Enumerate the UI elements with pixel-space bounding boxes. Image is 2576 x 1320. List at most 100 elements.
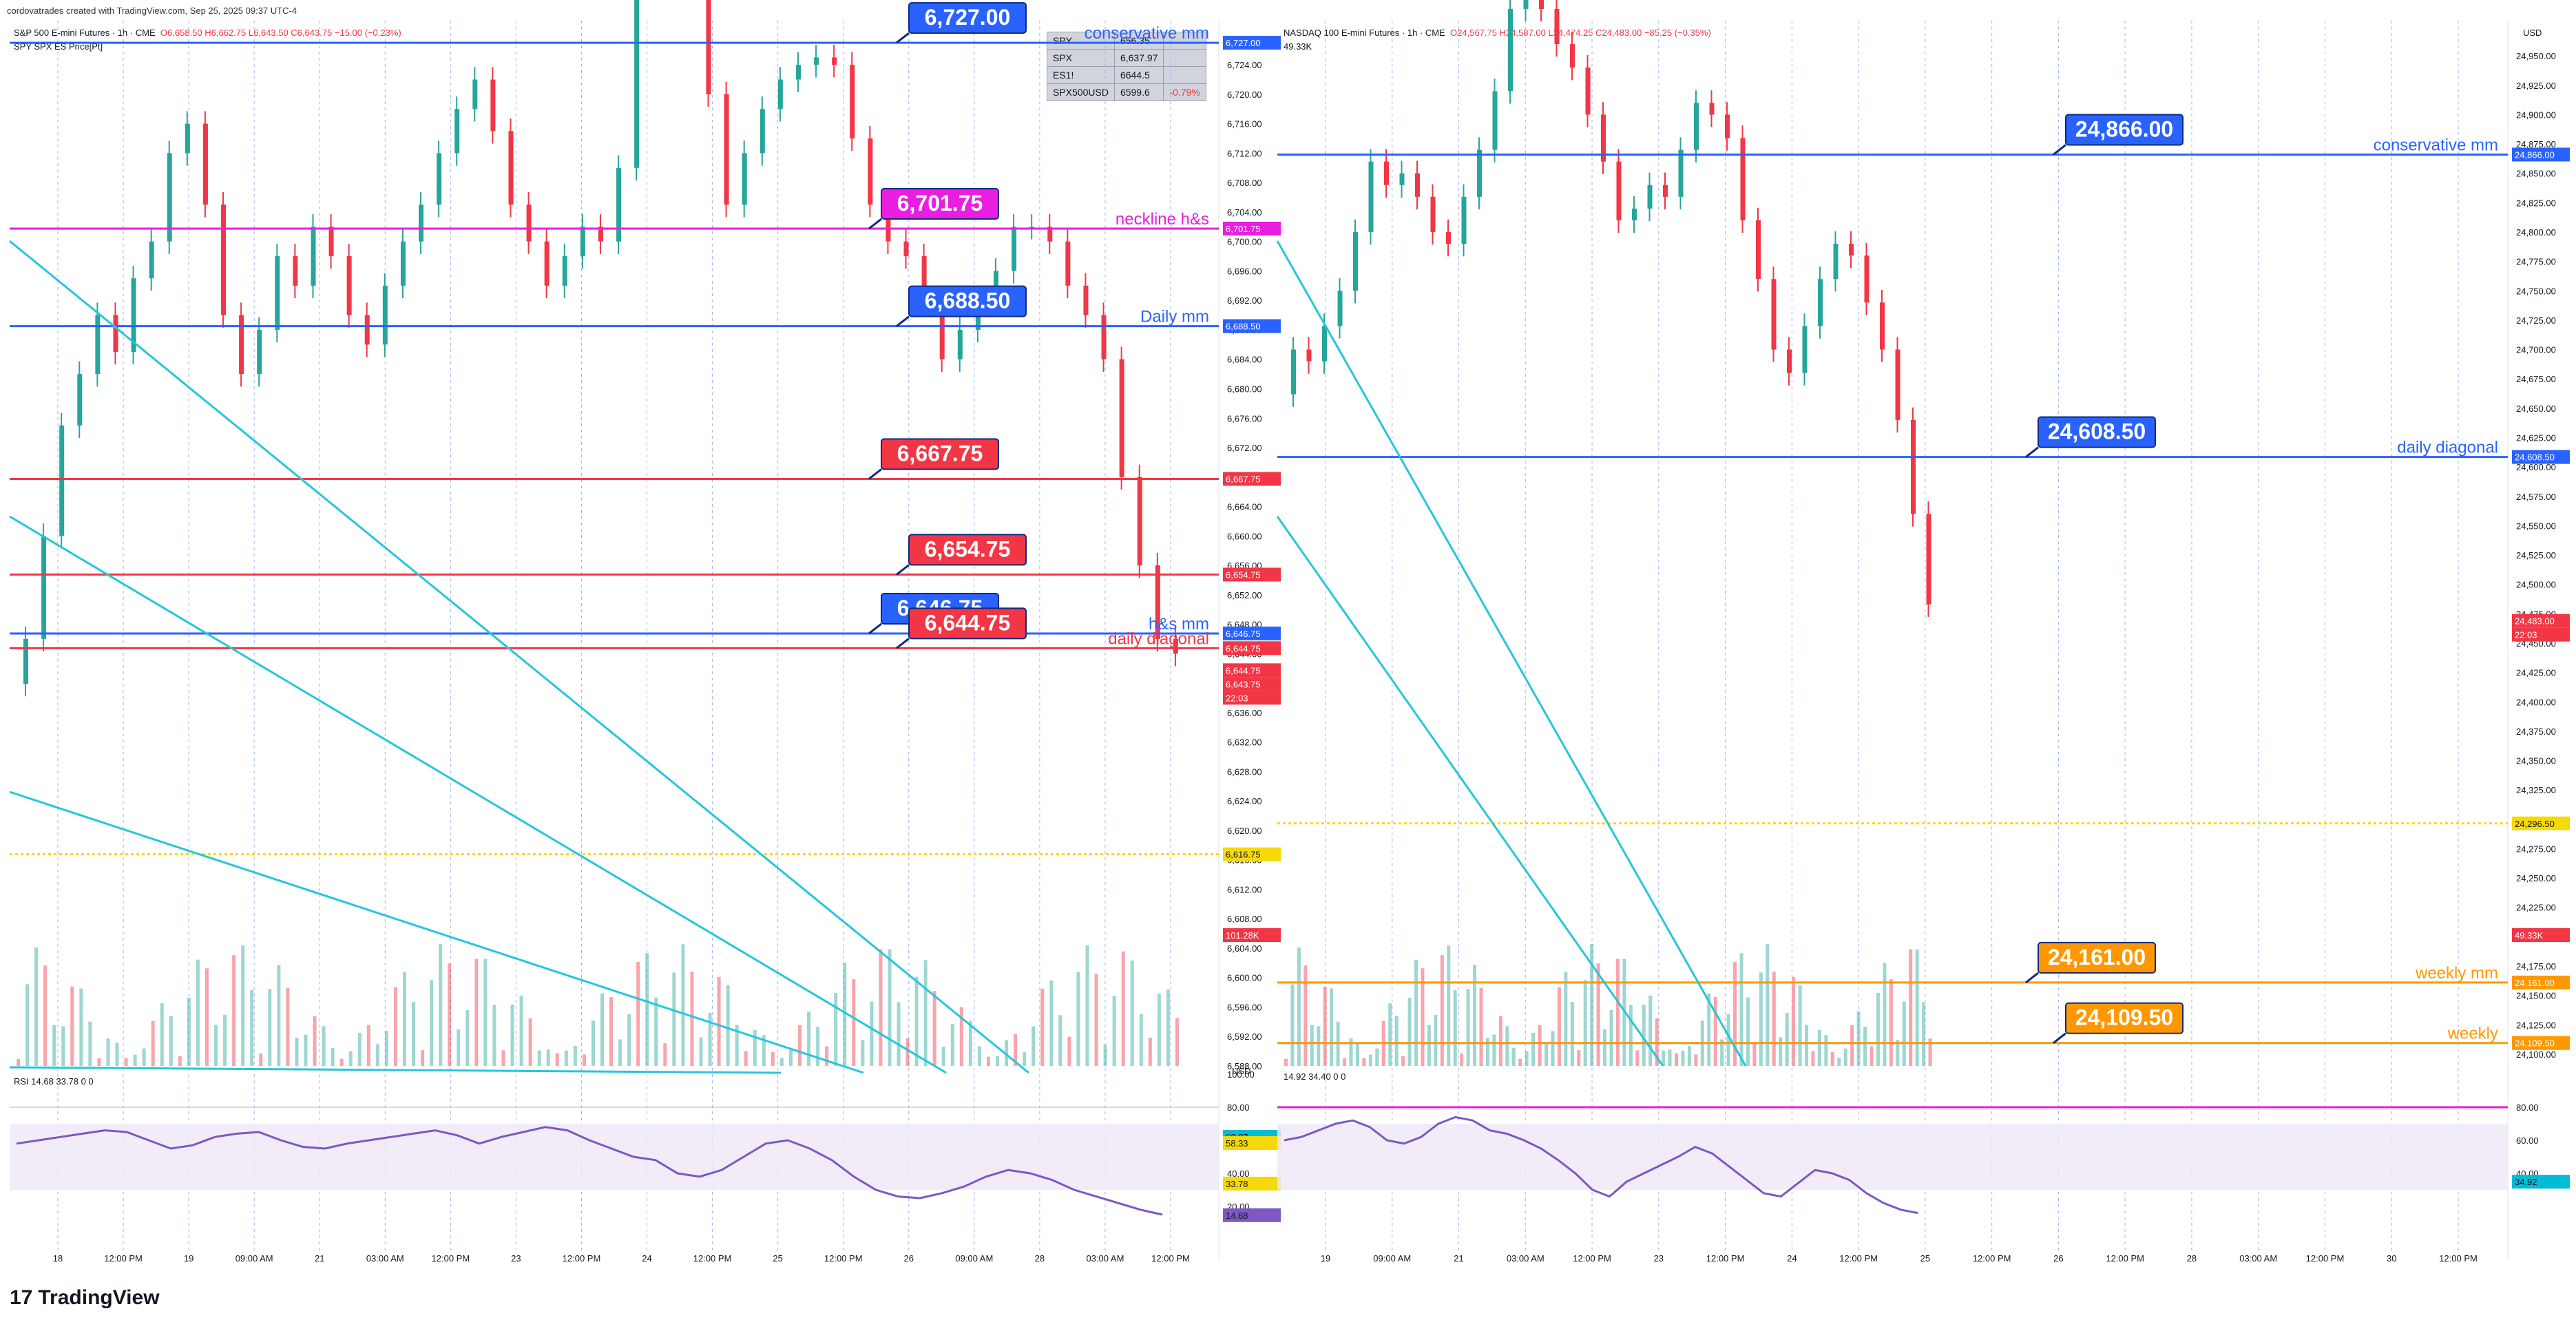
axis-price-tag-text: 6,646.75 <box>1226 629 1261 639</box>
volume-bar <box>1349 1038 1353 1066</box>
volume-bar <box>1427 1025 1431 1066</box>
candle-body <box>706 0 711 94</box>
candle-body <box>1119 359 1124 477</box>
rsi-band <box>1277 1124 2508 1190</box>
callout-pointer <box>868 218 882 230</box>
x-tick-label: 09:00 AM <box>1373 1253 1411 1264</box>
axis-price-tag <box>1223 221 1281 235</box>
candle-body <box>149 241 154 279</box>
candle-body <box>1029 227 1035 229</box>
level-callout-text: 6,644.75 <box>925 610 1011 635</box>
x-tick-label: 12:00 PM <box>693 1253 732 1264</box>
volume-bar <box>1739 953 1743 1066</box>
rsi-value-tag <box>2512 1175 2570 1189</box>
y-tick-label: 6,596.00 <box>1227 1002 1262 1012</box>
volume-bar <box>968 1020 972 1066</box>
volume-bar <box>277 965 281 1066</box>
y-tick-label: 24,725.00 <box>2516 315 2556 326</box>
volume-bar <box>609 996 614 1066</box>
volume-bar <box>1889 979 1893 1066</box>
volume-bar <box>43 965 48 1066</box>
volume-bar <box>788 1048 793 1066</box>
candle-body <box>77 374 83 426</box>
level-callout-text: 24,161.00 <box>2048 945 2146 970</box>
volume-bar <box>1323 986 1327 1066</box>
x-tick-label: 23 <box>1654 1253 1664 1264</box>
y-tick-label: 6,680.00 <box>1227 384 1262 395</box>
last-price-tag <box>2512 614 2570 628</box>
volume-bar <box>70 986 74 1066</box>
volume-bar <box>1440 955 1444 1066</box>
rsi-value-tag <box>1223 1136 1281 1151</box>
left-symbol: S&P 500 E-mini Futures · 1h · CME <box>14 28 156 38</box>
volume-bar <box>151 1020 155 1066</box>
volume-bar <box>1473 965 1477 1066</box>
axis-price-tag-text: 6,616.75 <box>1226 850 1261 860</box>
level-callout <box>908 534 1027 566</box>
candle-body <box>1291 349 1296 395</box>
y-tick-label: 24,825.00 <box>2516 198 2556 208</box>
volume-bar <box>879 949 883 1066</box>
x-tick-label: 19 <box>184 1253 193 1264</box>
rsi-tick-label: 80.00 <box>1227 1102 1250 1113</box>
watchlist-row[interactable]: SPX500USD 6599.6 -0.79% <box>1047 83 1206 101</box>
volume-bar <box>465 1009 470 1066</box>
volume-bar <box>546 1049 550 1066</box>
volume-bar <box>492 1005 496 1066</box>
volume-bar <box>1557 987 1561 1066</box>
x-tick-label: 03:00 AM <box>1086 1253 1124 1264</box>
y-tick-label: 6,672.00 <box>1227 443 1262 453</box>
watchlist-val: 6644.5 <box>1113 66 1164 84</box>
candle-body <box>1173 638 1178 654</box>
volume-tag-text: 49.33K <box>2515 930 2544 941</box>
volume-bar <box>1290 984 1295 1066</box>
y-tick-label: 6,676.00 <box>1227 413 1262 423</box>
volume-bar <box>654 997 658 1066</box>
candle-body <box>1477 149 1482 197</box>
candle-body <box>850 65 855 139</box>
volume-bar <box>1414 959 1418 1066</box>
candle-body <box>1322 326 1327 362</box>
y-tick-label: 6,608.00 <box>1227 914 1262 924</box>
volume-bar <box>133 1054 137 1066</box>
candle-body <box>1523 0 1529 9</box>
right-rsi-label: 14.92 34.40 0 0 <box>1284 1071 1346 1082</box>
candle-body <box>41 536 47 639</box>
volume-bar <box>1902 1001 1906 1066</box>
level-note: weekly mm <box>2415 964 2498 983</box>
level-callout <box>881 438 999 470</box>
y-tick-label: 24,150.00 <box>2516 991 2556 1001</box>
y-tick-label: 6,624.00 <box>1227 796 1262 806</box>
y-tick-label: 24,350.00 <box>2516 756 2556 766</box>
volume-bar <box>357 1032 362 1066</box>
level-callout-text: 6,688.50 <box>925 289 1011 313</box>
x-tick-label: 12:00 PM <box>432 1253 470 1264</box>
candle-body <box>508 131 514 205</box>
y-tick-label: 6,696.00 <box>1227 266 1262 276</box>
y-tick-label: 24,950.00 <box>2516 51 2556 61</box>
candle-body <box>1756 220 1761 280</box>
candle-body <box>202 123 208 205</box>
volume-bar <box>690 972 694 1066</box>
volume-bar <box>1460 1054 1464 1066</box>
volume-bar <box>1687 1045 1691 1066</box>
watchlist-row[interactable]: SPY 656.35 <box>1047 32 1206 50</box>
volume-bar <box>1297 947 1301 1066</box>
volume-bar <box>807 1012 811 1066</box>
candle-body <box>1787 349 1792 373</box>
y-tick-label: 6,628.00 <box>1227 766 1262 777</box>
x-tick-label: 24 <box>642 1253 651 1264</box>
volume-bar <box>1531 1032 1536 1066</box>
candle-body <box>1880 302 1885 350</box>
volume-bar <box>1492 1034 1496 1066</box>
axis-price-tag-text: 24,608.50 <box>2515 452 2555 463</box>
watchlist-row[interactable]: ES1! 6644.5 <box>1047 66 1206 84</box>
level-note: neckline h&s <box>1116 210 1209 229</box>
volume-bar <box>510 1004 514 1066</box>
y-tick-label: 6,612.00 <box>1227 884 1262 894</box>
candle-body <box>526 205 532 242</box>
candle-body <box>185 123 190 154</box>
volume-bar <box>457 1029 461 1066</box>
watchlist-chg: -0.79% <box>1163 83 1206 101</box>
